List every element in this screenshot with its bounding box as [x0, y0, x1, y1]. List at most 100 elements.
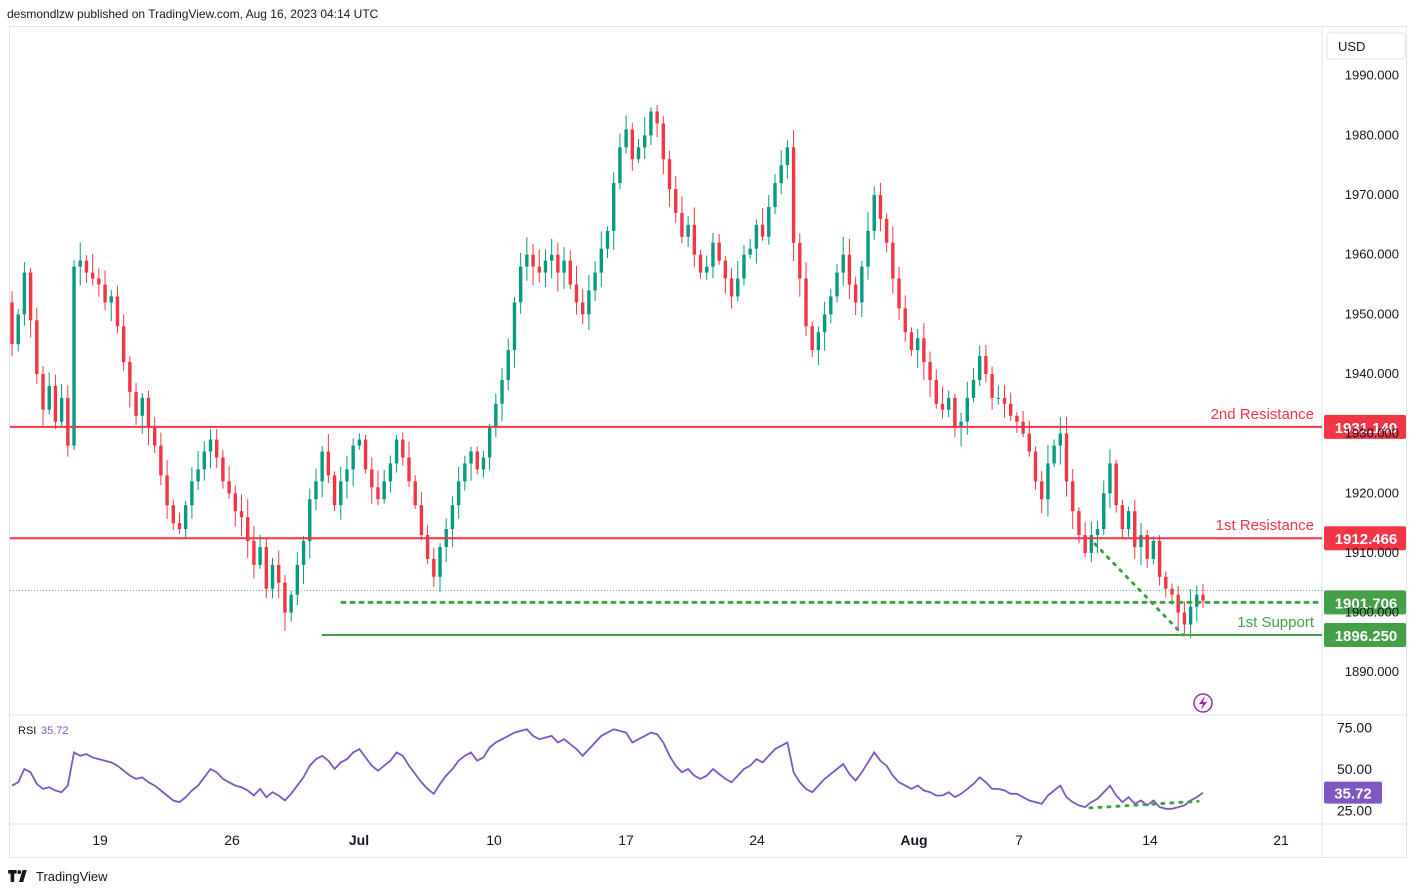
candle-body	[152, 427, 157, 446]
candle-body	[736, 278, 740, 297]
candlestick-series	[10, 105, 1205, 639]
candle-body	[593, 272, 597, 291]
candle-body	[587, 290, 591, 315]
candle-body	[320, 451, 324, 482]
candle-body	[1170, 588, 1174, 595]
lightning-icon-glyph	[1199, 696, 1207, 710]
candle-body	[41, 373, 45, 410]
candle-body	[438, 546, 442, 577]
candle-body	[680, 212, 684, 237]
price-tick-label: 1890.000	[1345, 664, 1399, 679]
candle-body	[463, 463, 467, 482]
candle-body	[667, 159, 672, 190]
candle-body	[810, 326, 814, 351]
time-tick-label: 17	[618, 832, 634, 848]
candle-body	[512, 302, 517, 351]
footer-brand[interactable]: TradingView	[8, 866, 108, 886]
candle-body	[705, 266, 709, 273]
tradingview-logo-icon	[8, 870, 27, 882]
candle-body	[618, 147, 622, 184]
candle-body	[506, 350, 510, 380]
candle-body	[636, 147, 641, 160]
candle-body	[791, 147, 796, 243]
candle-body	[1102, 493, 1106, 530]
candle-body	[214, 439, 219, 458]
candle-body	[984, 356, 988, 374]
price-tick-label: 1910.000	[1345, 545, 1399, 560]
candle-body	[605, 230, 610, 249]
candle-body	[252, 541, 256, 565]
candle-body	[394, 439, 399, 464]
candle-body	[314, 481, 318, 500]
candle-body	[146, 397, 151, 428]
rsi-divergence-line	[1088, 799, 1200, 810]
candle-body	[1108, 463, 1112, 494]
candle-body	[953, 397, 957, 428]
candle-body	[208, 439, 213, 452]
candle-body	[543, 260, 548, 273]
candle-body	[1089, 535, 1094, 553]
rsi-legend-value: 35.72	[41, 725, 69, 737]
time-tick-label: 21	[1273, 832, 1289, 848]
level-price-tag	[1324, 526, 1406, 551]
time-tick-label: 26	[224, 832, 240, 848]
candle-body	[28, 272, 33, 321]
candle-body	[376, 487, 380, 500]
candle-body	[661, 123, 666, 160]
candle-body	[1151, 541, 1156, 559]
candle-body	[97, 278, 101, 285]
candle-body	[1077, 511, 1081, 536]
candle-body	[909, 332, 914, 351]
candle-body	[977, 356, 982, 380]
axes: 1890.000 1900.000 1910.000 1920.000 1930.000…	[18, 32, 1406, 848]
candle-body	[47, 385, 51, 410]
candle-body	[711, 242, 715, 267]
candle-body	[1120, 505, 1125, 530]
candle-body	[301, 541, 306, 565]
candle-body	[1133, 511, 1137, 547]
candle-body	[339, 481, 343, 506]
candle-body	[295, 564, 300, 595]
candle-body	[760, 224, 765, 237]
candle-body	[84, 260, 89, 273]
candle-body	[425, 535, 430, 559]
candle-body	[822, 314, 827, 333]
candle-body	[494, 403, 498, 428]
candle-body	[860, 266, 864, 303]
candle-body	[940, 403, 945, 410]
candle-body	[1046, 463, 1050, 500]
candle-body	[407, 457, 411, 482]
candle-body	[655, 111, 659, 124]
candle-body	[277, 564, 281, 583]
candle-body	[1182, 612, 1187, 625]
candle-body	[165, 475, 169, 506]
candle-body	[611, 183, 616, 231]
grid	[10, 27, 1407, 857]
candle-body	[140, 397, 144, 416]
candle-body	[66, 397, 70, 446]
level-price-tag	[1324, 622, 1406, 647]
candle-body	[1145, 535, 1149, 559]
price-tick-label: 1940.000	[1345, 366, 1399, 381]
candle-body	[227, 481, 231, 494]
candle-body	[264, 546, 269, 589]
candle-body	[289, 594, 293, 613]
chart-frame[interactable]	[9, 26, 1407, 858]
candle-body	[109, 296, 113, 303]
candle-body	[1071, 481, 1075, 512]
level-name-label: 1st Resistance	[1216, 517, 1314, 534]
time-tick-label: 14	[1142, 832, 1158, 848]
candle-body	[1040, 481, 1044, 500]
candle-body	[258, 546, 262, 565]
candle-body	[221, 457, 225, 482]
rsi-pane	[11, 728, 1204, 810]
candle-body	[103, 284, 107, 303]
candle-body	[1083, 535, 1087, 553]
candle-body	[413, 481, 417, 506]
candle-body	[401, 439, 405, 458]
candle-body	[674, 189, 678, 213]
candle-body	[332, 475, 337, 506]
candle-body	[692, 224, 697, 255]
candle-body	[202, 451, 207, 470]
